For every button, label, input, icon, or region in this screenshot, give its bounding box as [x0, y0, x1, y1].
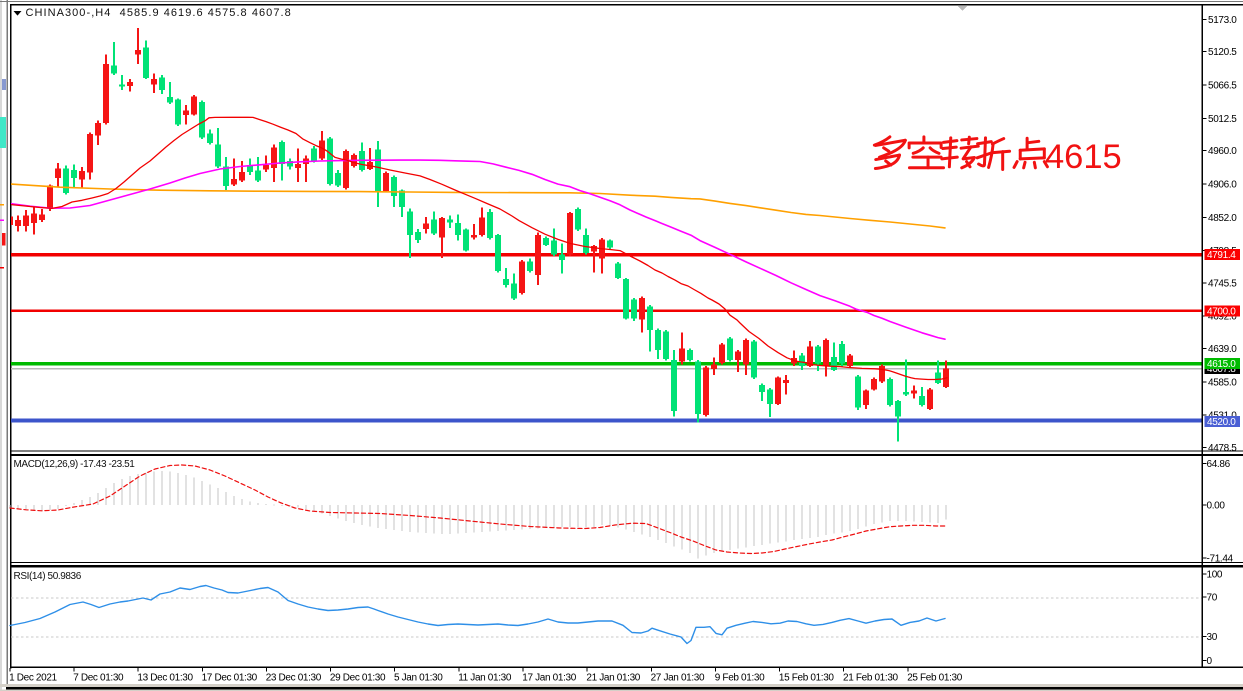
- svg-text:-71.44: -71.44: [1207, 554, 1234, 565]
- svg-text:4639.0: 4639.0: [1208, 344, 1237, 355]
- svg-text:17 Dec 01:30: 17 Dec 01:30: [202, 673, 258, 684]
- svg-text:0.00: 0.00: [1207, 500, 1226, 511]
- svg-text:27 Jan 01:30: 27 Jan 01:30: [651, 673, 705, 684]
- svg-text:1 Dec 2021: 1 Dec 2021: [9, 673, 57, 684]
- svg-text:9 Feb 01:30: 9 Feb 01:30: [715, 673, 765, 684]
- svg-text:4960.0: 4960.0: [1208, 146, 1237, 157]
- svg-text:4615: 4615: [1045, 138, 1122, 176]
- svg-text:5 Jan 01:30: 5 Jan 01:30: [394, 673, 443, 684]
- svg-text:4692.0: 4692.0: [1208, 312, 1237, 323]
- svg-text:4607.8: 4607.8: [1207, 364, 1236, 375]
- svg-text:4700.0: 4700.0: [1207, 307, 1236, 318]
- svg-text:5012.5: 5012.5: [1208, 114, 1237, 125]
- svg-text:100: 100: [1207, 570, 1223, 581]
- svg-text:21 Jan 01:30: 21 Jan 01:30: [586, 673, 640, 684]
- svg-text:15 Feb 01:30: 15 Feb 01:30: [779, 673, 835, 684]
- svg-text:4745.5: 4745.5: [1208, 279, 1237, 290]
- svg-text:64.86: 64.86: [1207, 459, 1231, 470]
- svg-text:5120.5: 5120.5: [1208, 47, 1237, 58]
- svg-text:4585.0: 4585.0: [1208, 377, 1237, 388]
- svg-text:MACD(12,26,9) -17.43 -23.51: MACD(12,26,9) -17.43 -23.51: [14, 459, 136, 470]
- svg-text:4478.5: 4478.5: [1208, 443, 1237, 454]
- svg-text:23 Dec 01:30: 23 Dec 01:30: [266, 673, 322, 684]
- svg-text:4520.0: 4520.0: [1207, 417, 1236, 428]
- svg-text:11 Jan 01:30: 11 Jan 01:30: [458, 673, 512, 684]
- svg-text:4615.0: 4615.0: [1207, 359, 1236, 370]
- svg-text:30: 30: [1207, 632, 1218, 643]
- svg-text:4852.0: 4852.0: [1208, 213, 1237, 224]
- svg-text:70: 70: [1207, 592, 1218, 603]
- svg-text:29 Dec 01:30: 29 Dec 01:30: [330, 673, 386, 684]
- svg-text:17 Jan 01:30: 17 Jan 01:30: [522, 673, 576, 684]
- svg-text:25 Feb 01:30: 25 Feb 01:30: [907, 673, 963, 684]
- svg-text:7 Dec 01:30: 7 Dec 01:30: [73, 673, 124, 684]
- svg-text:5066.5: 5066.5: [1208, 81, 1237, 92]
- svg-text:5173.0: 5173.0: [1208, 15, 1237, 26]
- svg-text:21 Feb 01:30: 21 Feb 01:30: [843, 673, 899, 684]
- svg-text:0: 0: [1207, 656, 1213, 667]
- svg-text:4791.4: 4791.4: [1207, 250, 1236, 261]
- svg-text:4906.0: 4906.0: [1208, 180, 1237, 191]
- svg-text:CHINA300-,H4 4585.9 4619.6 45: CHINA300-,H4 4585.9 4619.6 4575.8 4607.8: [26, 7, 292, 19]
- svg-text:RSI(14) 50.9836: RSI(14) 50.9836: [14, 571, 82, 582]
- svg-text:13 Dec 01:30: 13 Dec 01:30: [137, 673, 193, 684]
